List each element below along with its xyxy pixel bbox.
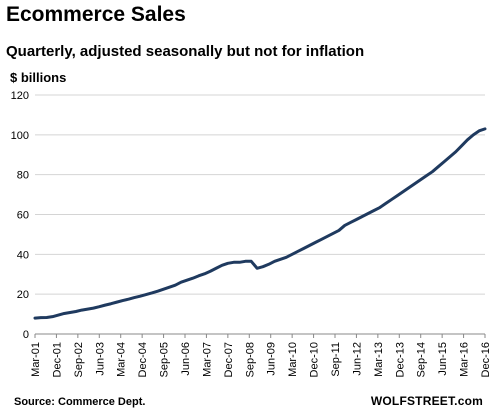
x-tick-label: Dec-10 (309, 342, 321, 377)
x-tick-label: Mar-04 (116, 342, 128, 377)
x-tick-label: Dec-04 (137, 342, 149, 377)
chart-title: Ecommerce Sales (6, 3, 186, 26)
y-tick-label: 40 (17, 249, 29, 261)
brand-label: WOLFSTREET.com (370, 394, 483, 408)
x-tick-label: Sep-14 (416, 342, 428, 377)
x-tick-label: Mar-01 (30, 342, 42, 377)
x-tick-label: Jun-15 (437, 342, 449, 376)
y-tick-label: 100 (11, 130, 29, 142)
x-tick-label: Mar-07 (201, 342, 213, 377)
x-tick-label: Sep-02 (73, 342, 85, 377)
x-tick-labels: Mar-01 Dec-01 Sep-02 Jun-03 Mar-04 Dec-04 Sep-… (30, 334, 492, 377)
y-tick-label: 60 (17, 210, 29, 222)
chart-subtitle: Quarterly, adjusted seasonally but not f… (6, 43, 365, 60)
y-tick-label: 120 (11, 90, 29, 102)
x-tick-label: Mar-16 (459, 342, 471, 377)
x-tick-label: Mar-13 (373, 342, 385, 377)
x-tick-label: Mar-10 (287, 342, 299, 377)
x-tick-label: Jun-09 (266, 342, 278, 376)
y-tick-label: 0 (23, 329, 29, 341)
y-tick-label: 80 (17, 170, 29, 182)
x-tick-label: Dec-13 (394, 342, 406, 377)
series-line (33, 127, 487, 320)
y-tick-label: 20 (17, 289, 29, 301)
grid-lines (35, 94, 485, 335)
x-tick-label: Dec-07 (223, 342, 235, 377)
x-tick-label: Sep-11 (330, 342, 342, 377)
x-tick-label: Sep-08 (244, 342, 256, 377)
y-axis-label: $ billions (10, 70, 67, 85)
y-tick-labels: 0 20 40 60 80 100 120 (11, 90, 29, 341)
source-note: Source: Commerce Dept. (14, 396, 146, 408)
x-tick-label: Jun-06 (180, 342, 192, 376)
x-tick-label: Jun-12 (351, 342, 363, 376)
x-tick-label: Sep-05 (159, 342, 171, 377)
x-tick-label: Dec-01 (51, 342, 63, 377)
x-tick-label: Jun-03 (94, 342, 106, 376)
x-tick-label: Dec-16 (480, 342, 492, 377)
